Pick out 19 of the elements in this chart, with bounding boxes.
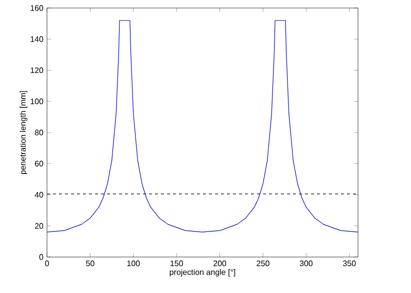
- x-tick-label: 150: [170, 260, 183, 266]
- x-tick-label: 300: [300, 260, 313, 266]
- x-tick-label: 0: [45, 260, 49, 266]
- y-tick-label: 80: [34, 130, 44, 136]
- x-tick-label: 350: [342, 260, 356, 266]
- y-tick-label: 120: [30, 67, 44, 74]
- x-tick-label: 200: [214, 260, 226, 266]
- y-tick-label: 40: [34, 192, 44, 198]
- y-tick-label: 60: [34, 160, 44, 166]
- x-tick-label: 100: [127, 260, 140, 266]
- x-axis-title: projection angle [°]: [170, 269, 236, 277]
- x-tick-label: 50: [86, 260, 94, 266]
- y-tick-label: 140: [30, 36, 44, 42]
- y-tick-label: 20: [34, 223, 44, 229]
- x-tick-label: 250: [256, 260, 270, 266]
- y-axis-title: penetration length [mm]: [20, 91, 28, 174]
- y-tick-label: 160: [30, 5, 44, 11]
- y-tick-label: 0: [39, 254, 44, 260]
- y-tick-label: 100: [30, 98, 44, 104]
